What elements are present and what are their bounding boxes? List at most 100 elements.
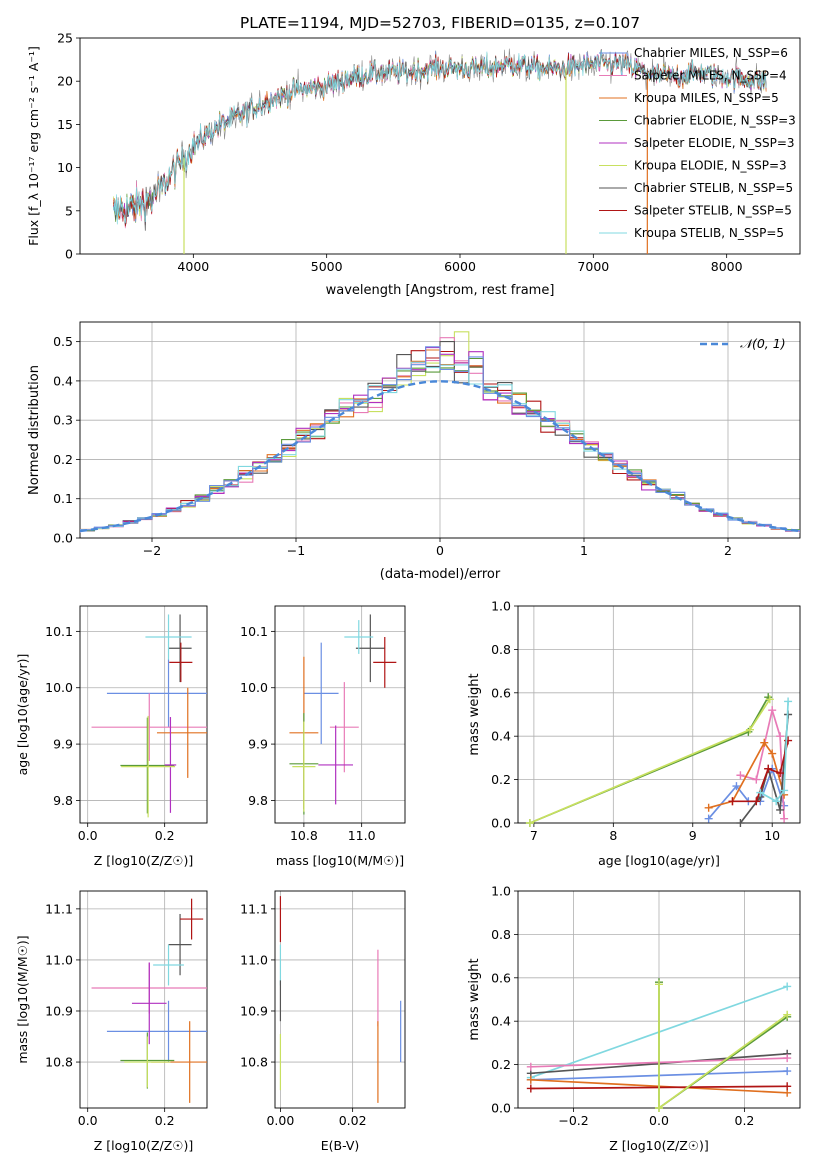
- x-tick-label: 2: [724, 543, 732, 558]
- x-tick-label: 0.00: [266, 1113, 294, 1128]
- legend-label-normal: 𝒩(0, 1): [740, 336, 786, 351]
- weight-marker: [780, 814, 789, 823]
- weight_vs_age-y-label: mass weight: [467, 673, 482, 755]
- spectrum-x-label: wavelength [Angstrom, rest frame]: [326, 283, 555, 298]
- y-tick-label: 0.4: [491, 1014, 511, 1029]
- x-tick-label: 7000: [577, 259, 609, 274]
- x-tick-label: −2: [143, 543, 161, 558]
- x-tick-label: 6000: [444, 259, 476, 274]
- y-tick-label: 11.0: [45, 952, 73, 967]
- weight-marker: [752, 775, 761, 784]
- x-tick-label: −0.2: [558, 1113, 588, 1128]
- weight-marker: [704, 803, 713, 812]
- y-tick-label: 25: [57, 31, 73, 46]
- weight-marker: [525, 819, 534, 827]
- x-tick-label: 8: [609, 828, 617, 843]
- weight-marker: [745, 725, 754, 734]
- mass_vs_ebv-axes: 0.00 0.02 10.8 10.9 11.0 11.1: [240, 890, 406, 1128]
- x-tick-label: 0.2: [735, 1113, 755, 1128]
- mass_vs_Z-y-label: mass [log10(M/M☉)]: [15, 935, 30, 1063]
- mass_vs_Z-axes: 0.0 0.2 10.8 10.9 11.0 11.1: [45, 890, 208, 1128]
- y-tick-label: 0.5: [53, 334, 73, 349]
- weight-marker: [655, 1104, 663, 1112]
- plot-frame: [79, 321, 801, 539]
- legend-label: Kroupa MILES, N_SSP=5: [634, 91, 779, 105]
- y-tick-label: 0.2: [491, 1057, 511, 1072]
- x-tick-label: 4000: [177, 259, 209, 274]
- y-tick-label: 0.2: [491, 772, 511, 787]
- weight-marker: [780, 786, 789, 795]
- weight-marker: [784, 697, 793, 706]
- plot-frame: [274, 605, 406, 824]
- y-tick-label: 11.1: [240, 901, 268, 916]
- y-tick-label: 9.8: [53, 793, 73, 808]
- weight-marker: [783, 1010, 792, 1019]
- y-tick-label: 10: [57, 160, 73, 175]
- y-tick-label: 10.1: [45, 624, 73, 639]
- weight-marker: [655, 980, 663, 989]
- age_vs_mass-x-label: mass [log10(M/M☉)]: [276, 853, 404, 868]
- y-tick-label: 0.6: [491, 685, 511, 700]
- weight-marker: [756, 788, 765, 797]
- weight-marker: [768, 706, 777, 715]
- legend-label: Kroupa ELODIE, N_SSP=3: [634, 159, 787, 173]
- weight-marker: [768, 749, 777, 758]
- y-tick-label: 10.0: [240, 680, 268, 695]
- y-tick-label: 10.9: [45, 1003, 73, 1018]
- y-tick-label: 0.4: [491, 729, 511, 744]
- residuals-y-label: Normed distribution: [27, 365, 42, 495]
- x-tick-label: 0.02: [339, 1113, 367, 1128]
- y-tick-label: 0: [65, 247, 73, 262]
- weight-line-kroupa-stelib: [759, 701, 789, 803]
- y-tick-label: 0.8: [491, 642, 511, 657]
- weight-marker: [526, 1075, 535, 1084]
- weight-marker: [765, 695, 774, 704]
- residuals-x-label: (data-model)/error: [380, 567, 501, 582]
- normal-curve: [80, 380, 800, 533]
- legend-label: Salpeter MILES, N_SSP=4: [634, 69, 787, 83]
- x-tick-label: 0.2: [155, 1113, 175, 1128]
- x-tick-label: 11.0: [348, 828, 376, 843]
- weight-marker: [783, 982, 792, 991]
- x-tick-label: 5000: [311, 259, 343, 274]
- weight-marker: [776, 769, 785, 778]
- age_vs_Z-y-label: age [log10(age/yr)]: [15, 654, 30, 776]
- age_vs_mass-axes: 10.8 11.0 9.8 9.9 10.0 10.1: [240, 605, 406, 843]
- weight-marker: [760, 738, 769, 747]
- x-tick-label: 1: [580, 543, 588, 558]
- x-tick-label: −1: [287, 543, 305, 558]
- y-tick-label: 0.0: [53, 531, 73, 546]
- legend-label: Chabrier ELODIE, N_SSP=3: [634, 114, 796, 128]
- weight_vs_Z-x-label: Z [log10(Z/Z☉)]: [609, 1138, 709, 1153]
- weight-marker: [736, 819, 745, 827]
- weight-marker: [783, 1054, 792, 1063]
- weight-marker: [784, 736, 793, 745]
- weight-line-kroupa-elodie: [529, 698, 771, 823]
- y-tick-label: 0.8: [491, 927, 511, 942]
- y-tick-label: 9.8: [248, 793, 268, 808]
- mass_vs_ebv-x-label: E(B-V): [321, 1138, 360, 1153]
- x-tick-label: 0.0: [78, 828, 98, 843]
- spectrum-y-label: Flux [f_λ 10⁻¹⁷ erg cm⁻² s⁻¹ A⁻¹]: [26, 46, 41, 246]
- y-tick-label: 0.0: [491, 1101, 511, 1116]
- y-tick-label: 11.1: [45, 901, 73, 916]
- weight-marker: [783, 1082, 792, 1091]
- spectrum-line-kroupa-stelib: [112, 50, 767, 225]
- x-tick-label: 10.8: [290, 828, 318, 843]
- y-tick-label: 0.3: [53, 413, 73, 428]
- weight-marker: [526, 1084, 535, 1093]
- x-tick-label: 0.0: [78, 1113, 98, 1128]
- age_vs_Z-x-label: Z [log10(Z/Z☉)]: [94, 853, 194, 868]
- weight-marker: [728, 797, 737, 806]
- y-tick-label: 1.0: [491, 599, 511, 614]
- x-tick-label: 10: [764, 828, 780, 843]
- weight-marker: [764, 764, 773, 773]
- y-tick-label: 5: [65, 203, 73, 218]
- figure-title: PLATE=1194, MJD=52703, FIBERID=0135, z=0…: [240, 14, 640, 32]
- weight-marker: [526, 1062, 535, 1071]
- plot-frame: [517, 605, 801, 824]
- plot-frame: [79, 890, 208, 1109]
- y-tick-label: 0.6: [491, 970, 511, 985]
- y-tick-label: 0.2: [53, 452, 73, 467]
